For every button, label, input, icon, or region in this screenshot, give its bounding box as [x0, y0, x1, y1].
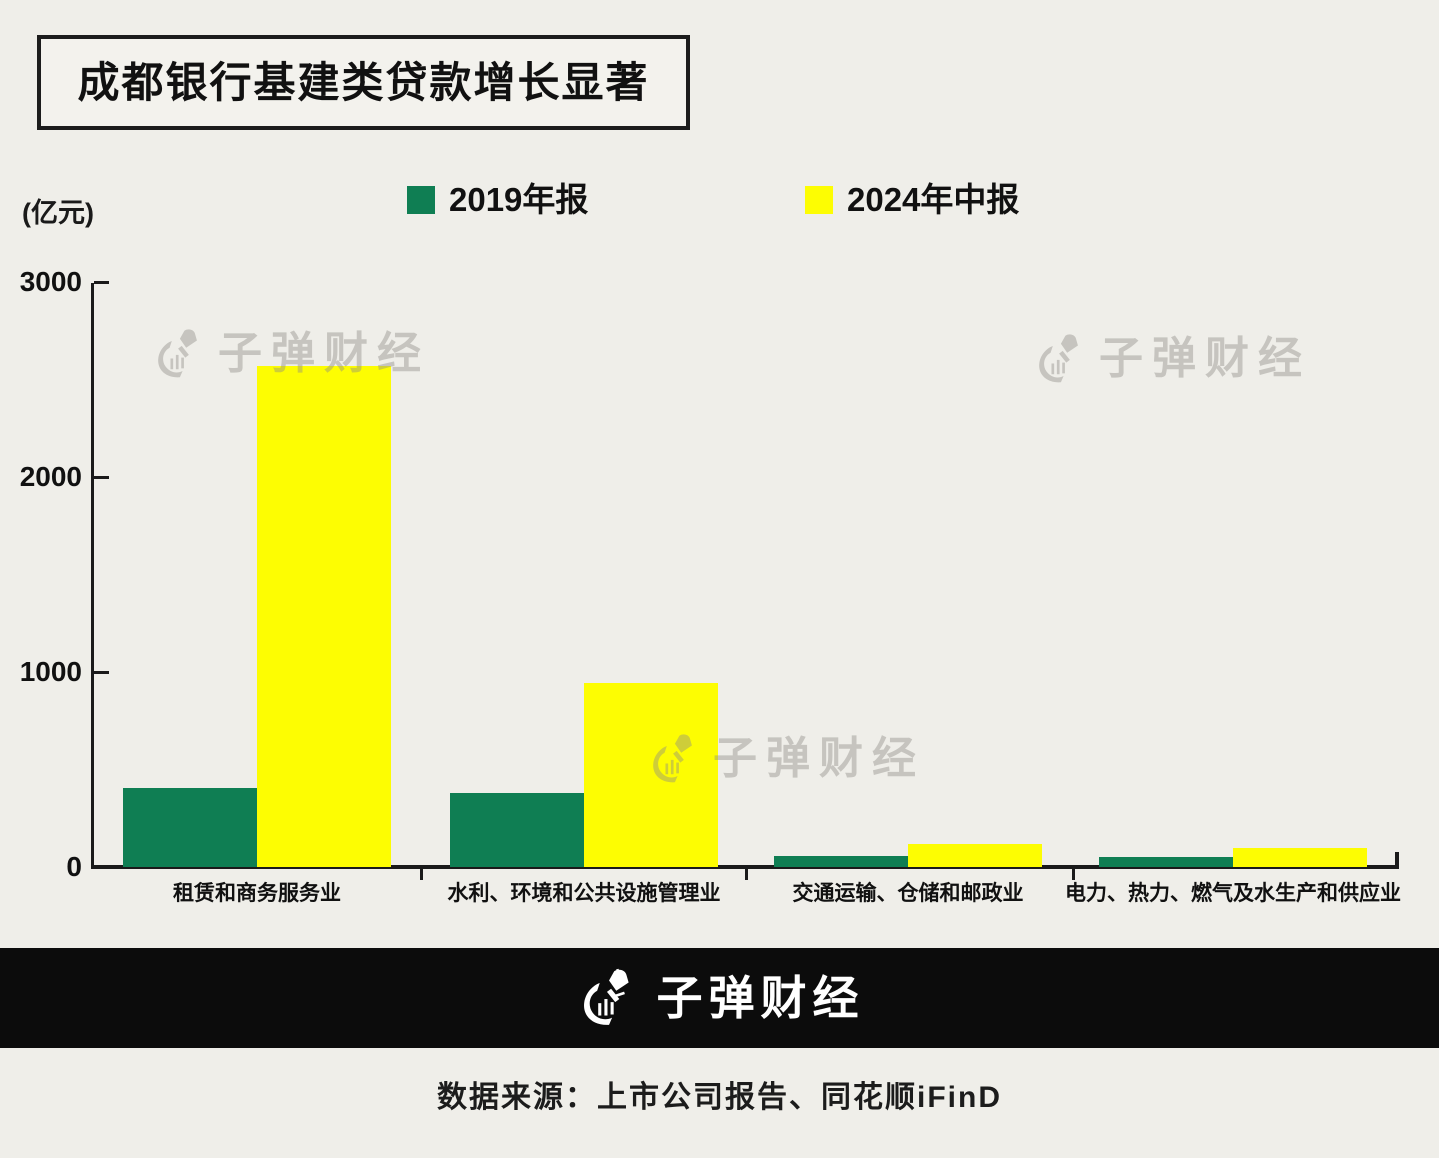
- bar-2019年报-水利、环境和公共设施管理业: [450, 792, 584, 867]
- chart-title: 成都银行基建类贷款增长显著: [77, 58, 650, 106]
- y-axis-unit-label: (亿元): [22, 198, 94, 228]
- legend-item-2024: 2024年中报: [805, 183, 1019, 216]
- legend-item-2019: 2019年报: [407, 183, 588, 216]
- legend-swatch-2024: [805, 185, 833, 214]
- y-tick-label-3000: 3000: [19, 266, 82, 297]
- bar-2024年中报-租赁和商务服务业: [257, 365, 391, 867]
- bar-2024年中报-交通运输、仓储和邮政业: [908, 843, 1042, 867]
- watermark-text: 子弹财经: [1099, 334, 1311, 383]
- footer-brand-name: 子弹财经: [656, 972, 865, 1024]
- category-label-0: 租赁和商务服务业: [173, 882, 341, 905]
- watermark-1: 子弹财经: [1031, 333, 1311, 385]
- brand-bullet-icon: [583, 968, 629, 1025]
- footer-brand-bar: 子弹财经: [0, 948, 1439, 1048]
- x-axis-line: [91, 865, 1399, 869]
- bar-2019年报-交通运输、仓储和邮政业: [774, 856, 908, 867]
- chart-title-box: 成都银行基建类贷款增长显著: [37, 35, 690, 130]
- category-label-3: 电力、热力、燃气及水生产和供应业: [1065, 882, 1401, 905]
- x-tick-mark-1: [745, 869, 748, 880]
- legend-label-2019: 2019年报: [449, 181, 589, 218]
- bar-2024年中报-水利、环境和公共设施管理业: [584, 682, 718, 867]
- x-tick-mark-2: [1072, 869, 1075, 880]
- watermark-text: 子弹财经: [713, 734, 925, 783]
- y-tick-mark-2000: [94, 476, 109, 479]
- category-label-1: 水利、环境和公共设施管理业: [447, 882, 721, 905]
- y-axis-line: [91, 283, 94, 868]
- legend-swatch-2019: [407, 185, 435, 214]
- bar-2024年中报-电力、热力、燃气及水生产和供应业: [1233, 848, 1367, 867]
- y-tick-mark-3000: [94, 281, 109, 284]
- x-axis-end-cap: [1395, 852, 1399, 866]
- bar-2019年报-电力、热力、燃气及水生产和供应业: [1099, 857, 1233, 867]
- y-tick-mark-1000: [94, 671, 109, 674]
- bar-2019年报-租赁和商务服务业: [123, 788, 257, 867]
- legend-label-2024: 2024年中报: [847, 181, 1020, 218]
- y-tick-label-1000: 1000: [19, 656, 82, 687]
- category-label-2: 交通运输、仓储和邮政业: [792, 882, 1024, 905]
- x-tick-mark-0: [420, 869, 423, 880]
- y-tick-label-0: 0: [66, 851, 82, 882]
- data-source-note: 数据来源：上市公司报告、同花顺iFinD: [437, 1081, 1002, 1114]
- y-tick-label-2000: 2000: [19, 461, 82, 492]
